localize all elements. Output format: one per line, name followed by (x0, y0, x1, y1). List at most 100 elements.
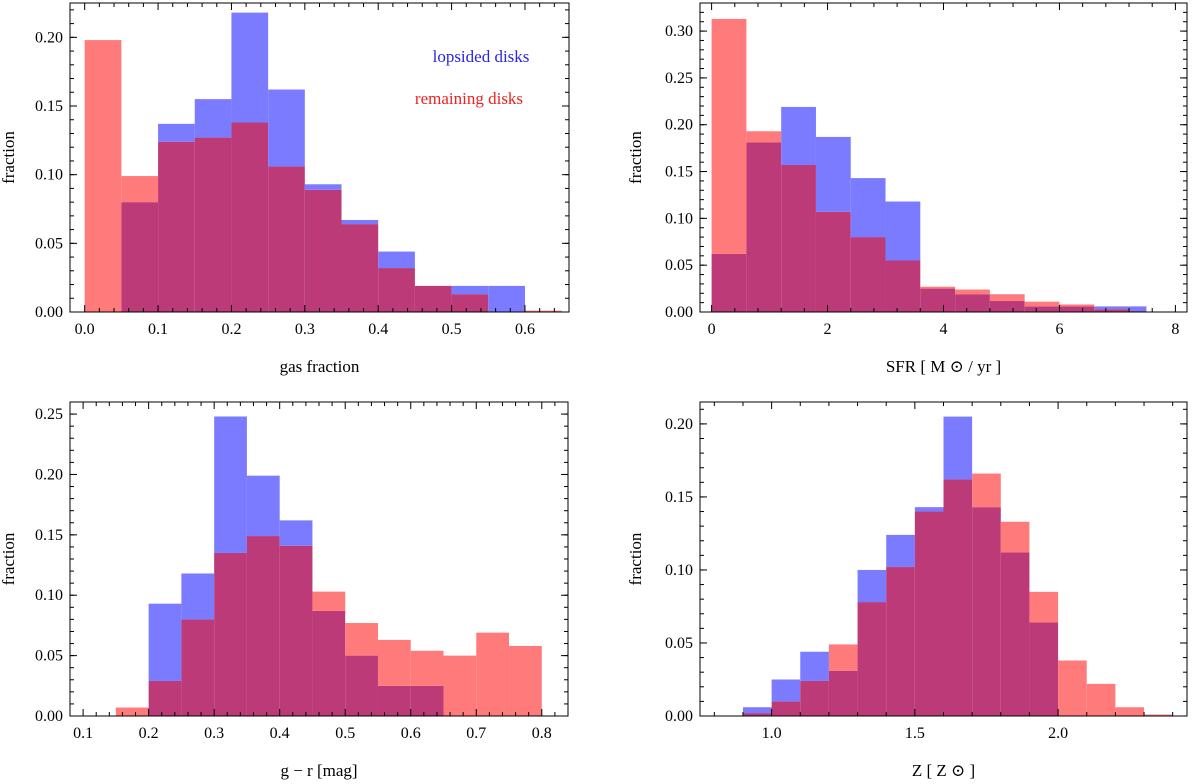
lopsided-bar (914, 507, 944, 512)
y-tick-label: 0.10 (665, 210, 693, 227)
lopsided-bar (246, 475, 280, 537)
overlap-bar (214, 552, 247, 716)
remaining-bar (920, 286, 956, 289)
remaining-bar (476, 632, 510, 716)
overlap-bar (304, 189, 342, 312)
y-tick-label: 0.15 (665, 164, 693, 181)
lopsided-bar (148, 603, 182, 681)
x-axis-label: g − r [mag] (280, 761, 357, 780)
remaining-bar (972, 473, 1001, 508)
y-tick-label: 0.20 (35, 466, 63, 483)
x-tick-label: 4 (940, 321, 948, 338)
x-tick-label: 0.3 (295, 321, 315, 338)
remaining-bar (345, 623, 378, 656)
remaining-bar (828, 644, 858, 671)
overlap-bar (231, 122, 269, 312)
x-tick-label: 0.5 (335, 725, 355, 742)
y-tick-label: 0.05 (665, 635, 693, 652)
overlap-bar (815, 211, 851, 312)
histogram-panel-1: 0.0 0.1 0.2 0.3 0.4 0.5 0.6 0.00 0.05 0.10 0.15 0.2… (0, 2, 570, 376)
y-tick-label: 0.00 (35, 708, 63, 725)
overlap-bar (378, 268, 415, 312)
lopsided-bar (857, 569, 887, 603)
overlap-bar (972, 507, 1001, 716)
overlap-bar (121, 202, 159, 312)
lopsided-bar (341, 219, 379, 225)
legend-lopsided: lopsided disks (433, 47, 530, 66)
overlap-bar (885, 260, 921, 312)
overlap-bar (989, 300, 1025, 312)
y-tick-label: 0.10 (665, 562, 693, 579)
remaining-bar (121, 176, 159, 203)
lopsided-bar (194, 99, 232, 138)
x-tick-label: 0.5 (442, 321, 462, 338)
overlap-bar (800, 680, 829, 716)
remaining-bar (746, 131, 782, 143)
y-axis-label: fraction (626, 131, 645, 184)
remaining-bar (1059, 304, 1095, 307)
lopsided-bar (800, 651, 829, 681)
overlap-bar (194, 137, 232, 312)
remaining-bar (711, 18, 747, 254)
x-axis-label: gas fraction (280, 357, 360, 376)
overlap-bar (341, 224, 379, 312)
x-tick-label: 0.6 (515, 321, 535, 338)
lopsided-bar (488, 285, 525, 312)
overlap-bar (828, 670, 858, 716)
overlap-bar (414, 285, 452, 312)
x-tick-label: 8 (1171, 321, 1179, 338)
x-tick-label: 0.2 (139, 725, 159, 742)
overlap-bar (771, 701, 801, 716)
x-tick-label: 2.0 (1048, 725, 1068, 742)
lopsided-bar (268, 89, 305, 167)
remaining-bar (1000, 521, 1030, 553)
overlap-bar (955, 294, 990, 312)
overlap-bar (850, 237, 886, 312)
lopsided-bar (771, 679, 801, 702)
remaining-bar (1024, 301, 1060, 307)
lopsided-bar (279, 520, 313, 546)
overlap-bar (279, 545, 313, 716)
overlap-bar (711, 253, 747, 312)
x-tick-label: 0.4 (368, 321, 388, 338)
x-tick-label: 0.1 (73, 725, 93, 742)
y-tick-label: 0.20 (665, 117, 693, 134)
y-tick-label: 0.20 (35, 29, 63, 46)
lopsided-bar (850, 178, 886, 238)
y-axis-label: fraction (626, 532, 645, 585)
overlap-bar (268, 166, 305, 312)
overlap-bar (857, 602, 887, 716)
x-tick-label: 0.8 (532, 725, 552, 742)
overlap-bar (377, 685, 411, 716)
lopsided-bar (781, 106, 816, 165)
overlap-bar (451, 294, 489, 312)
overlap-bar (345, 655, 378, 716)
x-tick-label: 0.3 (204, 725, 224, 742)
y-tick-label: 0.05 (35, 648, 63, 665)
remaining-bar (377, 639, 411, 686)
overlap-bar (1029, 622, 1059, 716)
remaining-bar (955, 289, 990, 295)
x-tick-label: 1.0 (762, 725, 782, 742)
overlap-bar (943, 479, 973, 716)
remaining-bar (1115, 707, 1145, 716)
remaining-bar (1144, 714, 1173, 716)
remaining-bar (312, 591, 346, 611)
lopsided-bar (451, 285, 489, 295)
lopsided-bar (885, 201, 921, 261)
overlap-bar (886, 567, 915, 716)
lopsided-bar (742, 707, 772, 714)
y-axis-label: fraction (0, 532, 18, 585)
y-tick-label: 0.25 (35, 406, 63, 423)
x-tick-label: 0.0 (75, 321, 95, 338)
remaining-bar (989, 294, 1025, 301)
overlap-bar (746, 142, 782, 312)
y-axis-label: fraction (0, 131, 18, 184)
lopsided-bar (1129, 306, 1147, 312)
x-tick-label: 0.7 (466, 725, 486, 742)
lopsided-bar (943, 416, 973, 480)
x-tick-label: 2 (824, 321, 832, 338)
y-tick-label: 0.00 (35, 304, 63, 321)
lopsided-bar (181, 573, 215, 620)
overlap-bar (246, 536, 280, 716)
